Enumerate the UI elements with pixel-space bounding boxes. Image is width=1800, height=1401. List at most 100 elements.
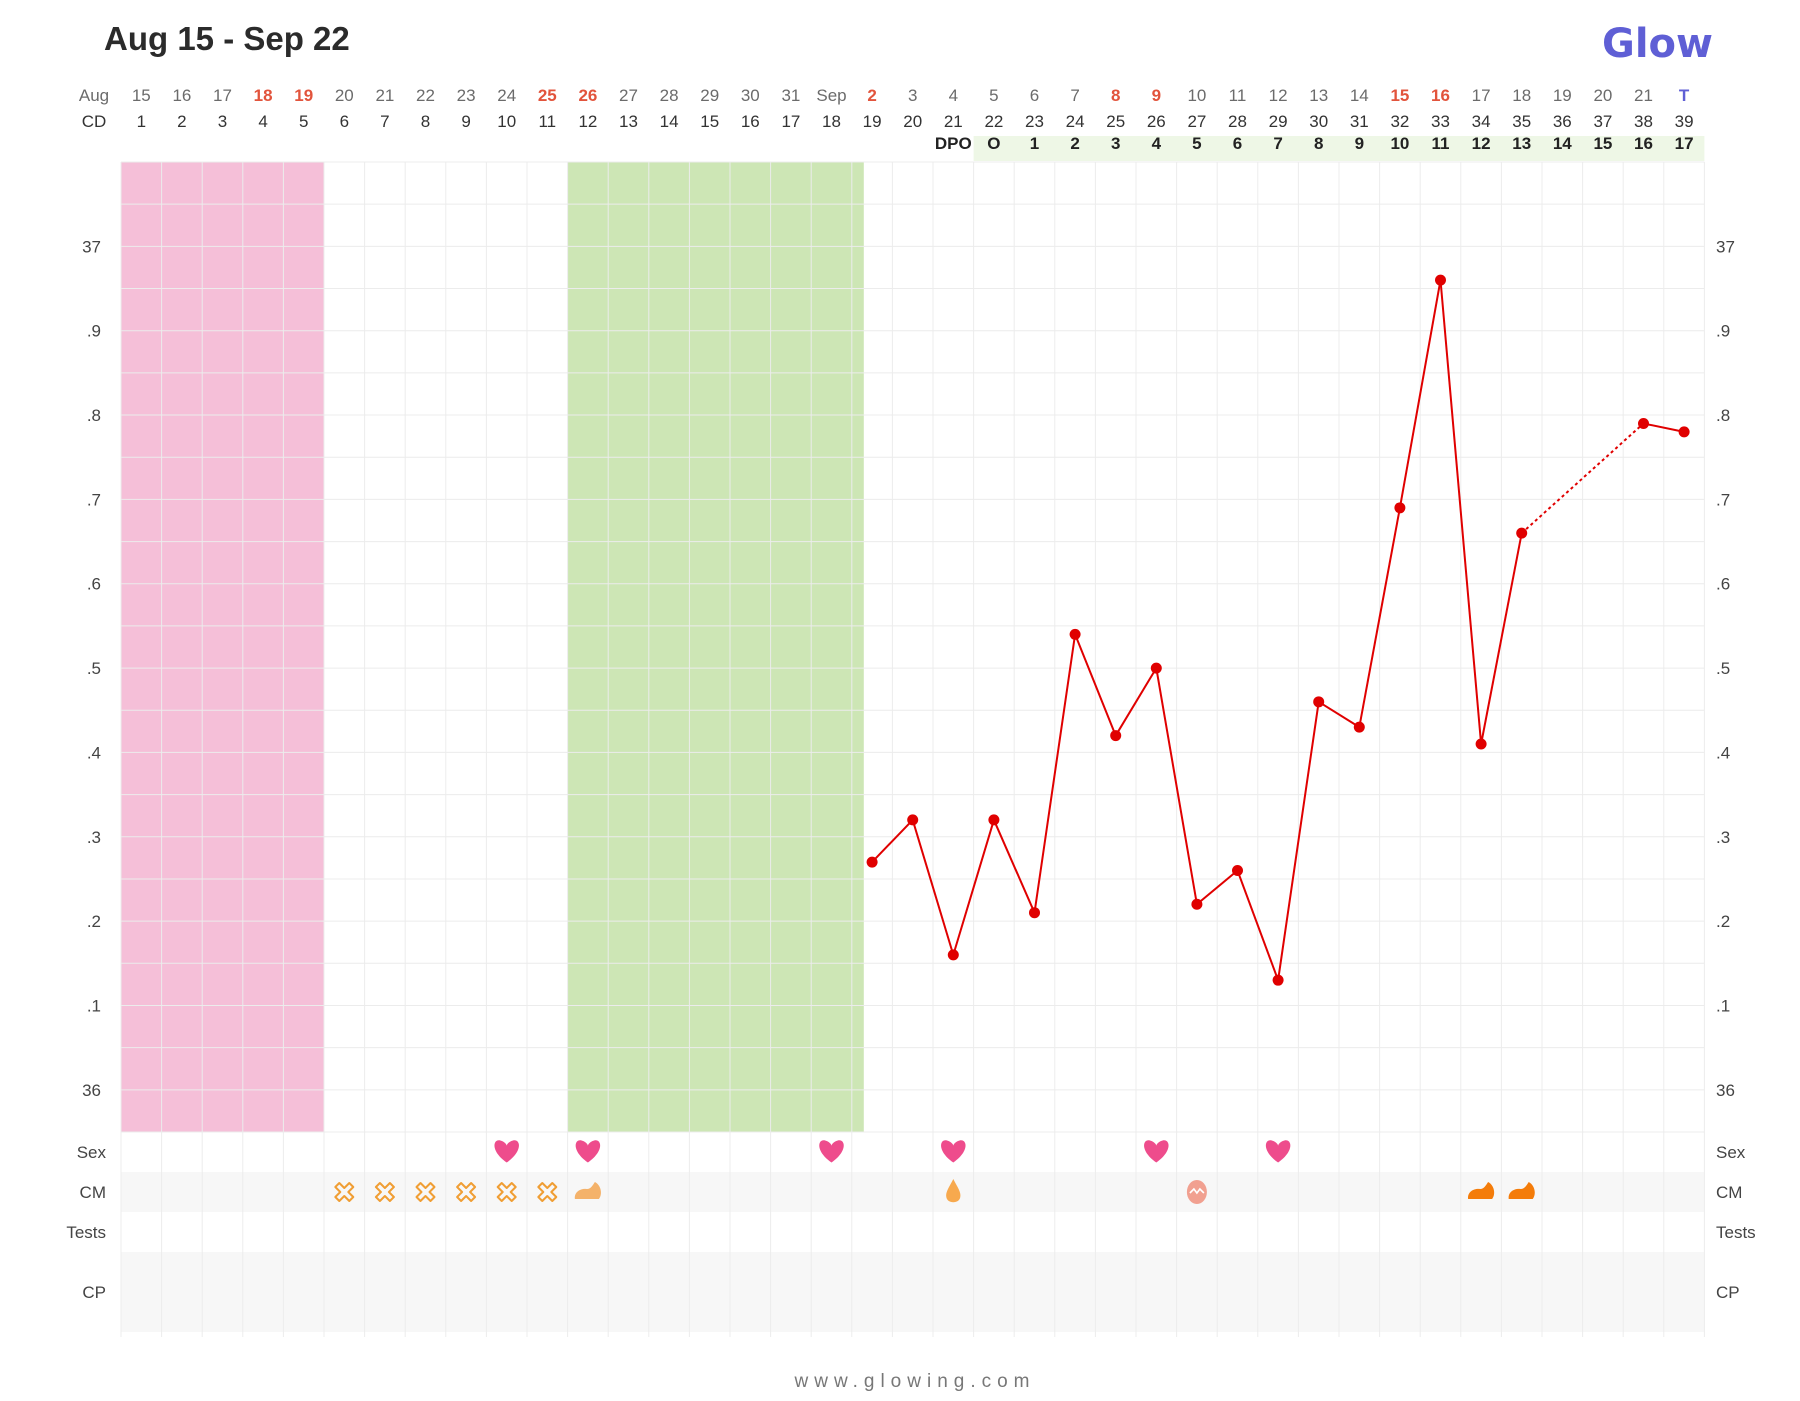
cd-label: 8	[421, 112, 430, 131]
footer-url[interactable]: www.glowing.com	[794, 1371, 1036, 1392]
dry-cm-cross	[456, 1182, 477, 1202]
temperature-point	[907, 814, 919, 826]
temperature-segment	[1358, 507, 1401, 728]
dpo-label: 2	[1070, 134, 1079, 153]
date-label: 15	[1390, 86, 1409, 105]
date-label: 19	[1553, 86, 1572, 105]
cd-label: 27	[1187, 112, 1206, 131]
dpo-label: 1	[1030, 134, 1039, 153]
date-label: 4	[949, 86, 958, 105]
temperature-point	[1232, 865, 1243, 877]
heart-icon	[941, 1140, 966, 1163]
dry-cm-cross	[334, 1182, 355, 1202]
cd-label: 33	[1431, 112, 1450, 131]
cd-label: 18	[822, 112, 841, 131]
watery-cm-drop-icon	[946, 1179, 961, 1203]
dpo-label: 14	[1553, 134, 1572, 153]
cd-label: 25	[1106, 112, 1125, 131]
cd-label: 4	[258, 112, 267, 131]
temperature-point	[1435, 274, 1446, 286]
temperature-segment	[1033, 634, 1077, 913]
cd-label: 34	[1472, 112, 1491, 131]
y-tick-right: 36	[1716, 1081, 1735, 1100]
row-label-left-tests: Tests	[66, 1223, 106, 1242]
y-tick-left: .1	[87, 996, 101, 1015]
date-label: 26	[578, 86, 597, 105]
dry-cm-icon	[537, 1182, 558, 1202]
date-label: 17	[213, 86, 232, 105]
date-label: 10	[1187, 86, 1206, 105]
date-label: 28	[660, 86, 679, 105]
row-label-right-cm: CM	[1716, 1183, 1742, 1202]
egg-crack	[1189, 1187, 1205, 1195]
y-tick-right: .6	[1716, 575, 1730, 594]
temperature-segment	[1318, 700, 1360, 728]
date-label: T	[1679, 86, 1690, 105]
dpo-label: 9	[1355, 134, 1364, 153]
cd-label: 29	[1269, 112, 1288, 131]
date-label: 8	[1111, 86, 1120, 105]
heart-icon	[1265, 1140, 1291, 1163]
creamy-cm-icon	[574, 1182, 601, 1199]
creamy-cm-icon-dark	[1508, 1182, 1535, 1199]
temperature-segment	[1114, 667, 1158, 737]
temperature-segment	[871, 819, 914, 863]
dry-cm-cross	[374, 1182, 395, 1202]
temperature-point	[988, 814, 1000, 826]
y-tick-right: .2	[1716, 912, 1730, 931]
dry-cm-cross	[415, 1182, 436, 1202]
eggwhite-cm-icon	[1186, 1180, 1207, 1204]
date-label: 23	[457, 86, 476, 105]
date-label: 6	[1030, 86, 1039, 105]
y-tick-right: .7	[1716, 490, 1730, 509]
cd-label: 26	[1147, 112, 1166, 131]
temperature-segment	[1439, 279, 1483, 745]
y-axis-ticks: 37 37 .9 .9 .8 .8 .7 .7 .6 .6 .5 .5 .4 .4 .3 .3 .2 .2 .1 .1…	[82, 237, 1735, 1099]
date-label: 30	[741, 86, 760, 105]
temperature-point	[1678, 426, 1690, 438]
dry-cm-icon	[456, 1182, 477, 1202]
date-label: Sep	[816, 86, 846, 105]
dpo-label: 4	[1152, 134, 1162, 153]
dry-cm-icon	[496, 1182, 517, 1202]
y-tick-left: .3	[87, 828, 101, 847]
date-label: 29	[700, 86, 719, 105]
temperature-point	[1516, 527, 1528, 539]
cm-row-bg	[121, 1172, 1705, 1212]
cd-label: 30	[1309, 112, 1328, 131]
date-label: 5	[989, 86, 998, 105]
dpo-label: 17	[1675, 134, 1694, 153]
cd-label: 16	[741, 112, 760, 131]
chart-title: Aug 15 - Sep 22	[104, 20, 350, 57]
row-label-left-cm: CM	[80, 1183, 106, 1202]
y-tick-right: .3	[1716, 828, 1730, 847]
event-icons	[334, 1140, 1535, 1204]
cd-label: 22	[984, 112, 1003, 131]
cp-row-bg	[121, 1252, 1705, 1332]
date-label: 13	[1309, 86, 1328, 105]
cd-label: 12	[578, 112, 597, 131]
dpo-label: 12	[1472, 134, 1491, 153]
date-label: 17	[1472, 86, 1491, 105]
glow-logo[interactable]: Glow	[1602, 21, 1713, 67]
temperature-line	[866, 274, 1690, 986]
date-label: 16	[1431, 86, 1450, 105]
cd-label: 37	[1593, 112, 1612, 131]
temperature-segment	[952, 819, 995, 956]
month-label: Aug	[79, 86, 109, 105]
y-tick-left: 37	[82, 237, 101, 256]
date-label: 11	[1229, 86, 1247, 105]
temperature-point	[1110, 730, 1122, 742]
cd-label: 13	[619, 112, 638, 131]
cd-label: 15	[700, 112, 719, 131]
date-label: 12	[1269, 86, 1288, 105]
period-band	[121, 162, 324, 1132]
temperature-segment	[1074, 633, 1117, 736]
temperature-point	[1394, 502, 1406, 514]
y-tick-left: .7	[87, 490, 101, 509]
date-label: 14	[1350, 86, 1369, 105]
cd-label: 5	[299, 112, 308, 131]
date-label: 27	[619, 86, 638, 105]
cd-label: 38	[1634, 112, 1653, 131]
grid	[120, 161, 1705, 1337]
